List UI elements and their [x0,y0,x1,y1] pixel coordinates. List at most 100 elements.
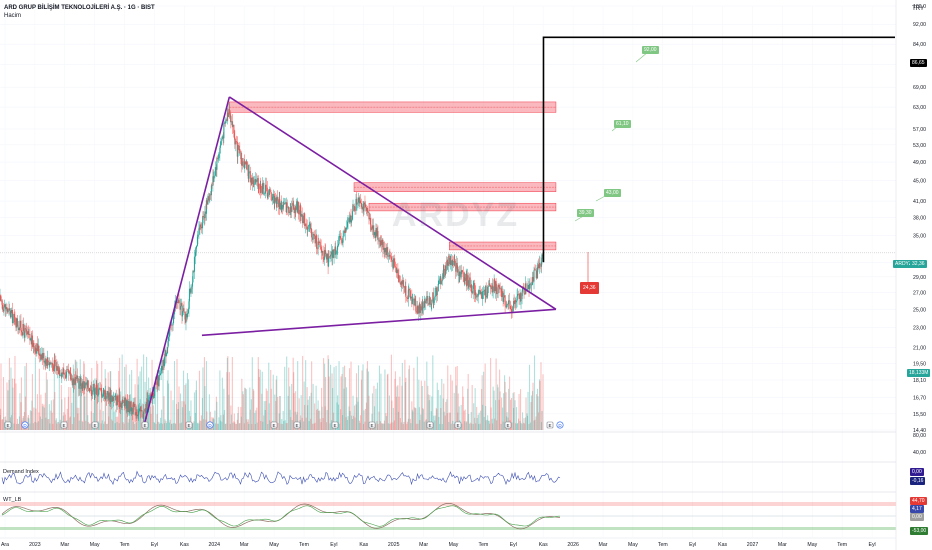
event-marker[interactable]: E [60,421,68,429]
volume-bar [225,423,227,430]
time-axis[interactable]: Ara 2023 Mar May Tem Eyl Kas 2024 Mar May Tem Eyl Ka… [0,537,896,548]
candle-body [230,117,232,123]
volume-bar [422,409,424,430]
volume-bar [200,420,202,430]
candle-body [227,112,229,118]
candle-body [10,309,13,314]
event-marker[interactable]: E [504,421,512,429]
event-marker[interactable]: E [4,421,12,429]
price-axis[interactable]: 100,092,0084,0076,5069,0063,0057,0053,00… [895,0,932,550]
volume-bar [521,423,523,430]
candle-body [452,261,454,265]
volume-bar [517,422,519,430]
candle-body [51,363,53,365]
wt-lb-lines [0,502,896,530]
event-marker[interactable]: E [185,421,193,429]
candle-body [293,208,295,214]
volume-bar [300,415,302,430]
volume-bar [286,423,288,430]
candle-body [148,398,150,400]
event-marker[interactable]: E [293,421,301,429]
candle-body [248,171,250,179]
demand-index-legend[interactable]: Demand Index [3,469,39,475]
candle-body [217,158,219,159]
candle-body [432,292,434,303]
event-marker[interactable]: D [21,421,29,429]
volume-bar [413,407,415,430]
volume-bar [401,385,403,430]
stop-label[interactable]: 24,36 [580,282,599,294]
event-marker[interactable]: E [426,421,434,429]
trend-lines[interactable] [142,36,895,428]
symbol-title[interactable]: ARD GRUP BİLİŞİM TEKNOLOJİLERİ A.Ş. · 1G… [4,5,155,11]
candle-body [339,236,342,239]
volume-bar [380,373,382,430]
candle-body [29,333,31,341]
volume-bar [204,386,206,430]
event-marker[interactable]: D [206,421,214,429]
event-marker[interactable]: E [91,421,99,429]
volume-bar [472,424,474,430]
volume-bar [321,387,323,430]
candle-body [159,374,161,376]
candle-body [412,299,414,300]
volume-legend[interactable]: Hacim [4,13,22,19]
time-tick-label: Eyl [689,542,696,548]
candle-body [520,299,522,302]
candle-body [117,396,119,402]
volume-bar [303,421,305,430]
volume-bar [261,393,263,430]
candle-body [516,301,518,303]
candle-body [508,300,510,305]
volume-bar [205,361,207,430]
candle-body [398,274,400,282]
volume-bar [457,393,459,430]
candle-body [258,188,260,190]
candle-body [393,258,395,262]
candle-body [43,352,45,363]
volume-bar [98,422,100,430]
volume-bar [64,397,66,430]
target-label-43[interactable]: 43,00 [604,189,621,197]
candle-body [521,291,523,300]
candle-body [426,295,428,301]
event-marker[interactable]: E [270,421,278,429]
volume-bar [418,379,420,430]
volume-bar [78,407,80,430]
candle-body [8,308,11,311]
volume-bar [394,378,396,430]
price-axis-bg [896,0,932,550]
event-marker[interactable]: E [546,421,554,429]
candle-body [363,202,365,212]
wt-lb-legend[interactable]: WT_LB [3,497,22,503]
volume-bar [259,369,261,430]
volume-bar [427,394,429,430]
volume-bar [279,396,281,430]
candle-body [17,328,19,330]
target-label-61[interactable]: 61,10 [614,120,631,128]
event-marker[interactable]: E [368,421,376,429]
volume-bar [57,422,59,430]
event-marker[interactable]: E [141,421,149,429]
volume-bar [237,413,239,430]
candle-body [415,311,417,313]
volume-bar [242,394,244,430]
volume-bar [397,385,399,430]
event-marker[interactable]: D [556,421,564,429]
candle-body [435,287,437,289]
price-tick-label: 38,00 [913,216,926,222]
target-label-92[interactable]: 92,00 [642,46,659,54]
volume-bar [286,356,288,430]
event-marker[interactable]: E [331,421,339,429]
volume-bar [434,420,436,430]
price-tick-label: 16,70 [913,396,926,402]
event-marker[interactable]: E [454,421,462,429]
volume-bar [263,401,265,430]
target-label-39[interactable]: 39,30 [577,209,594,217]
volume-bar [93,400,95,430]
volume-bar [411,401,413,430]
volume-bar [29,423,31,430]
volume-bar [221,421,223,430]
